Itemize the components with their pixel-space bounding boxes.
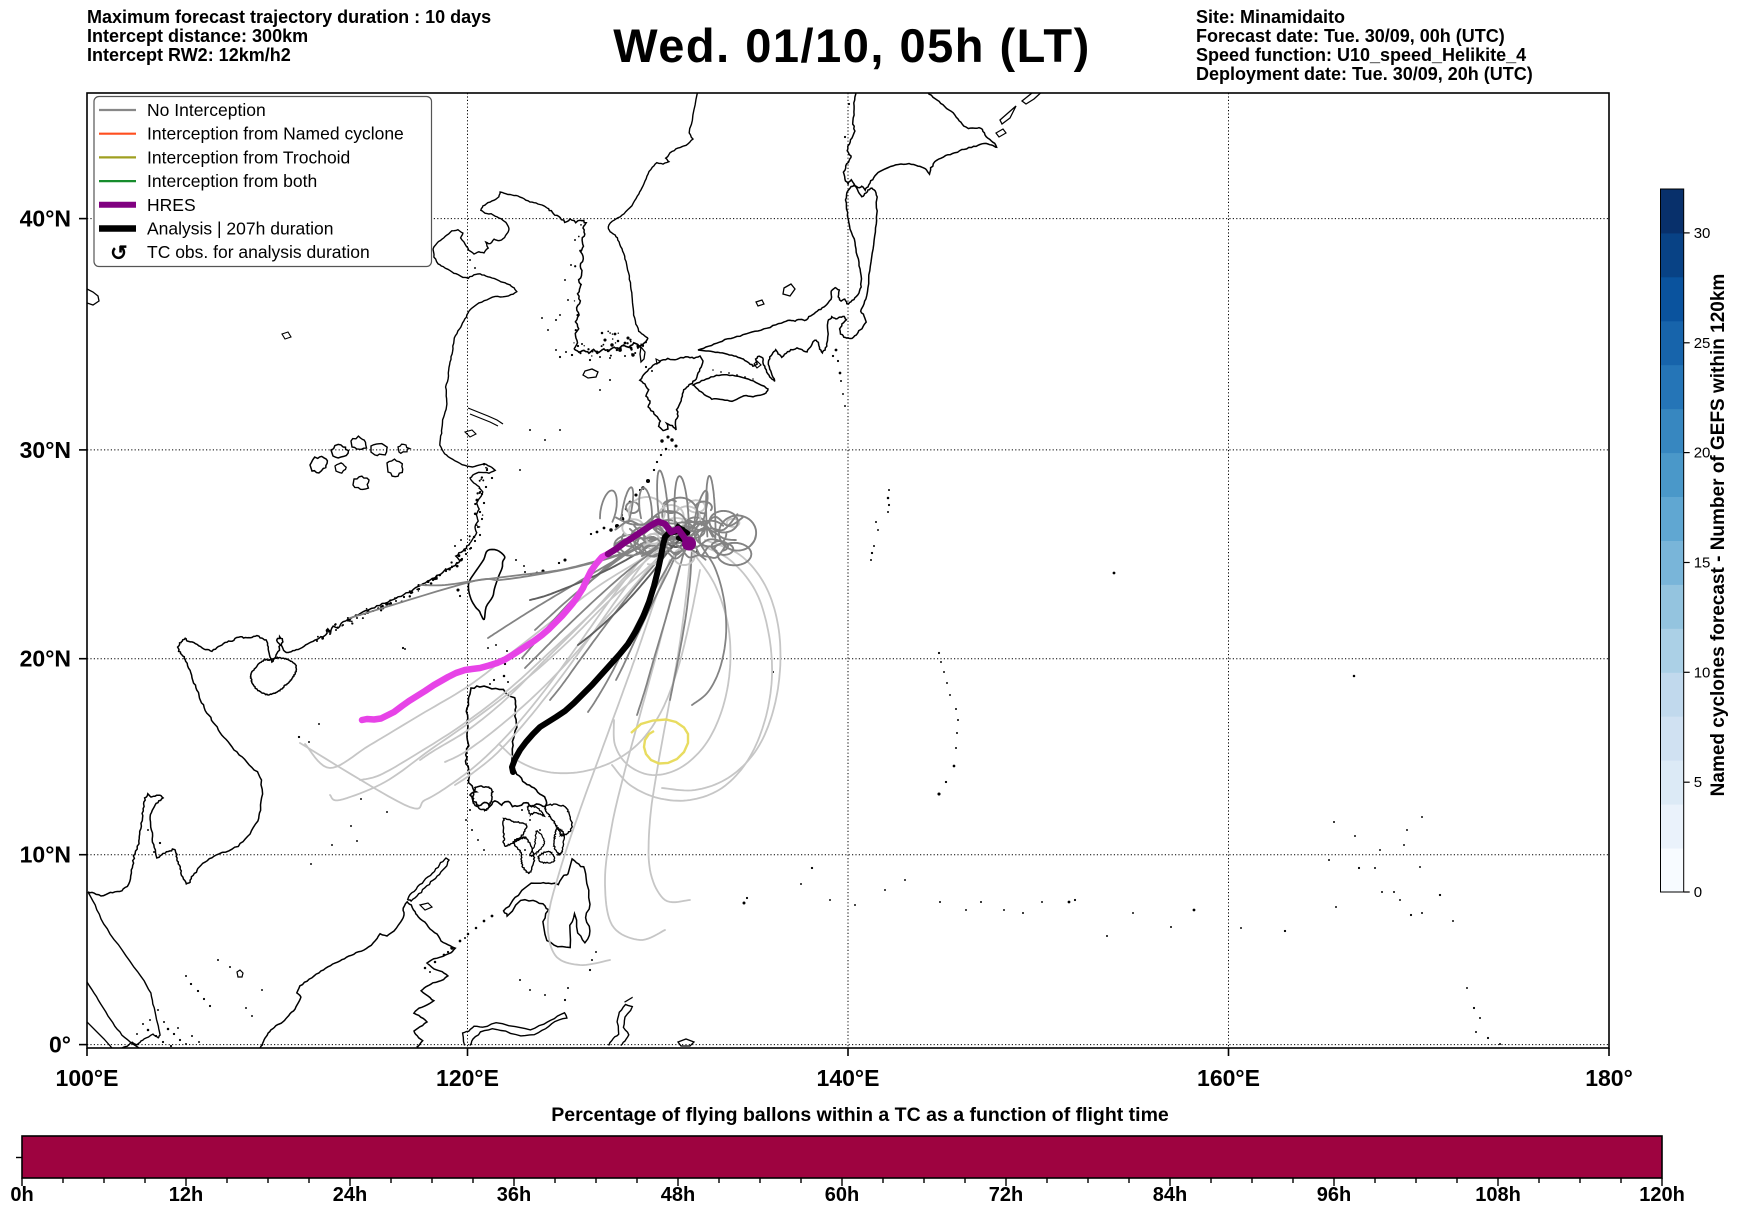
svg-text:120h: 120h bbox=[1639, 1184, 1685, 1206]
svg-text:20°N: 20°N bbox=[20, 646, 71, 672]
svg-text:Percentage of flying ballons w: Percentage of flying ballons within a TC… bbox=[551, 1104, 1169, 1126]
svg-text:TC obs. for analysis duration: TC obs. for analysis duration bbox=[147, 242, 370, 262]
svg-text:10°N: 10°N bbox=[20, 842, 71, 868]
svg-text:120°E: 120°E bbox=[436, 1065, 499, 1091]
svg-text:0°: 0° bbox=[49, 1032, 71, 1058]
svg-text:180°: 180° bbox=[1585, 1065, 1633, 1091]
svg-text:25: 25 bbox=[1694, 335, 1711, 352]
svg-text:Analysis | 207h duration: Analysis | 207h duration bbox=[147, 219, 333, 239]
svg-text:Deployment date: Tue. 30/09, 2: Deployment date: Tue. 30/09, 20h (UTC) bbox=[1196, 64, 1533, 84]
svg-text:Speed function: U10_speed_Heli: Speed function: U10_speed_Helikite_4 bbox=[1196, 45, 1526, 65]
svg-text:Intercept RW2: 12km/h2: Intercept RW2: 12km/h2 bbox=[87, 45, 291, 65]
svg-text:160°E: 160°E bbox=[1197, 1065, 1260, 1091]
svg-text:10: 10 bbox=[1694, 664, 1711, 681]
svg-text:5: 5 bbox=[1694, 774, 1702, 791]
svg-text:12h: 12h bbox=[169, 1184, 203, 1206]
svg-text:Site: Minamidaito: Site: Minamidaito bbox=[1196, 7, 1345, 27]
svg-text:72h: 72h bbox=[989, 1184, 1023, 1206]
svg-text:30: 30 bbox=[1694, 225, 1711, 242]
svg-text:Interception from Trochoid: Interception from Trochoid bbox=[147, 147, 350, 167]
svg-text:48h: 48h bbox=[661, 1184, 695, 1206]
svg-text:96h: 96h bbox=[1317, 1184, 1351, 1206]
svg-text:15: 15 bbox=[1694, 555, 1711, 572]
svg-text:40°N: 40°N bbox=[20, 206, 71, 232]
svg-text:No Interception: No Interception bbox=[147, 100, 266, 120]
svg-text:20: 20 bbox=[1694, 445, 1711, 462]
svg-text:Wed. 01/10, 05h (LT): Wed. 01/10, 05h (LT) bbox=[613, 19, 1091, 72]
svg-text:84h: 84h bbox=[1153, 1184, 1187, 1206]
svg-text:36h: 36h bbox=[497, 1184, 531, 1206]
svg-text:140°E: 140°E bbox=[817, 1065, 880, 1091]
svg-text:Maximum forecast trajectory du: Maximum forecast trajectory duration : 1… bbox=[87, 7, 491, 27]
svg-text:60h: 60h bbox=[825, 1184, 859, 1206]
svg-text:Interception from Named cyclon: Interception from Named cyclone bbox=[147, 124, 404, 144]
svg-text:0: 0 bbox=[1694, 884, 1702, 901]
svg-text:24h: 24h bbox=[333, 1184, 367, 1206]
svg-text:100°E: 100°E bbox=[56, 1065, 119, 1091]
svg-text:Forecast date: Tue. 30/09, 00h: Forecast date: Tue. 30/09, 00h (UTC) bbox=[1196, 26, 1505, 46]
svg-text:Intercept distance: 300km: Intercept distance: 300km bbox=[87, 26, 308, 46]
svg-text:Interception from both: Interception from both bbox=[147, 171, 317, 191]
svg-text:Named cyclones forecast - Numb: Named cyclones forecast - Number of GEFS… bbox=[1708, 274, 1729, 797]
svg-text:108h: 108h bbox=[1475, 1184, 1521, 1206]
svg-text:↺: ↺ bbox=[110, 242, 128, 265]
svg-text:HRES: HRES bbox=[147, 195, 196, 215]
svg-text:0h: 0h bbox=[10, 1184, 33, 1206]
svg-text:30°N: 30°N bbox=[20, 437, 71, 463]
